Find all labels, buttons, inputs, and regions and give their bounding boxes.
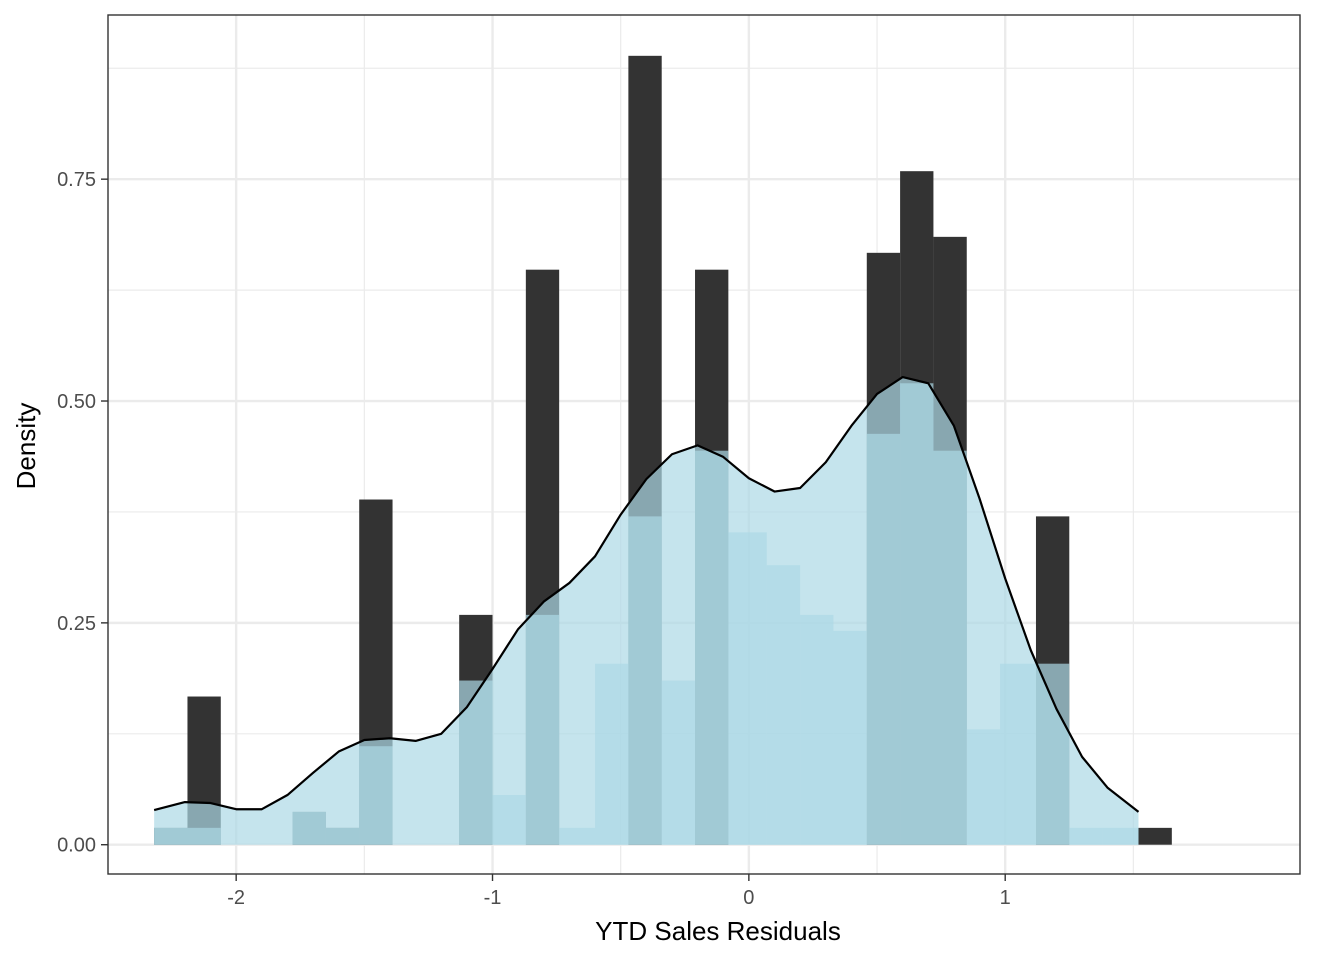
y-tick-label: 0.00	[57, 835, 96, 857]
x-tick-label: 1	[1000, 887, 1011, 909]
x-axis: -2 -1 0 1	[227, 874, 1011, 909]
dark-histogram-bar	[1138, 827, 1172, 845]
y-tick-label: 0.50	[57, 391, 96, 413]
x-tick-label: 0	[743, 887, 754, 909]
x-tick-label: -1	[484, 887, 502, 909]
y-tick-label: 0.25	[57, 613, 96, 635]
plot-panel-border	[107, 14, 1301, 875]
density-area	[154, 377, 1139, 845]
y-axis: 0.00 0.25 0.50 0.75	[57, 169, 108, 857]
x-tick-label: -2	[227, 887, 245, 909]
y-axis-title: Density	[11, 403, 41, 490]
x-axis-title: YTD Sales Residuals	[595, 916, 841, 946]
density-series	[153, 375, 1140, 845]
y-tick-label: 0.75	[57, 169, 96, 191]
density-curve	[153, 375, 1140, 813]
